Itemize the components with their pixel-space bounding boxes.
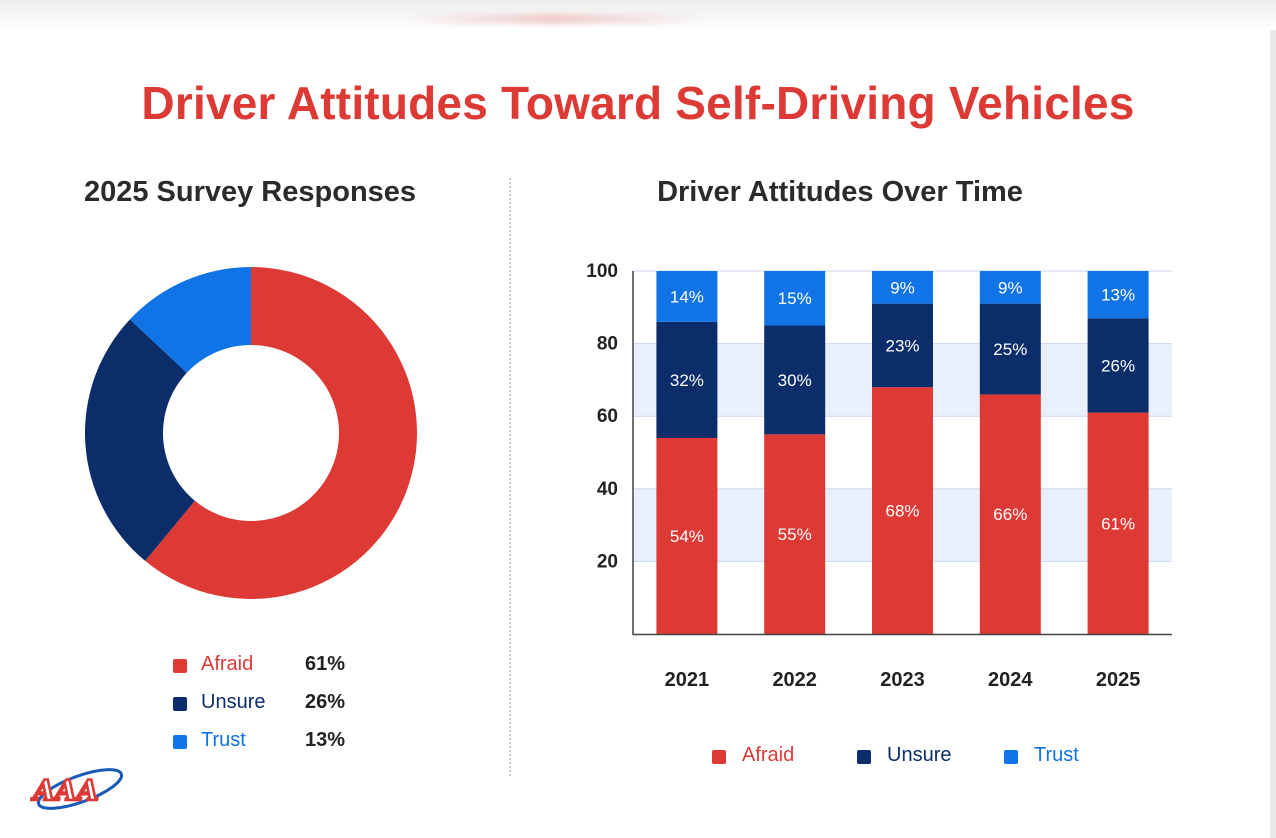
top-smudge (405, 14, 705, 24)
bar-segment-afraid-2022 (764, 434, 826, 634)
donut-slice-trust (129, 267, 251, 373)
stacked-bar-chart: 20 40 60 80 100 54% 32% 14% 2021 55% 30% 15% 2022 68%… (586, 261, 1172, 691)
bar-segment-unsure-2024 (979, 303, 1041, 395)
bar-value-label: 9% (998, 278, 1023, 297)
bar-legend-swatch-unsure (857, 750, 871, 764)
bar-legend-swatch-afraid (712, 750, 726, 764)
bar-segment-trust-2021 (656, 271, 718, 322)
x-tick-label: 2023 (880, 669, 925, 691)
y-tick-label: 100 (586, 261, 618, 282)
x-tick-label: 2022 (772, 669, 817, 691)
page-title: Driver Attitudes Toward Self-Driving Veh… (141, 77, 1135, 129)
legend-label-unsure: Unsure (201, 691, 266, 713)
bar-segment-unsure-2021 (656, 321, 718, 438)
bar-segment-afraid-2025 (1087, 412, 1149, 634)
top-fade (0, 0, 1276, 30)
aaa-logo: AAA (30, 768, 124, 810)
x-tick-label: 2025 (1096, 669, 1141, 691)
bar-value-label: 68% (885, 502, 919, 521)
legend-value-trust: 13% (305, 729, 346, 751)
legend-swatch-trust (173, 735, 187, 749)
legend-swatch-unsure (173, 697, 187, 711)
bar-segment-unsure-2022 (764, 325, 826, 435)
bar-segment-unsure-2023 (872, 303, 933, 388)
legend-value-unsure: 26% (305, 691, 346, 713)
bar-segment-unsure-2025 (1087, 318, 1149, 413)
bar-value-label: 14% (670, 287, 704, 306)
bar-value-label: 9% (890, 278, 915, 297)
y-tick-label: 20 (597, 551, 618, 572)
bar-segment-afraid-2021 (656, 437, 718, 634)
x-tick-label: 2021 (665, 669, 710, 691)
bar-segment-afraid-2024 (979, 394, 1041, 634)
bar-value-label: 54% (670, 527, 704, 546)
bar-value-label: 30% (778, 371, 812, 390)
bar-value-label: 26% (1101, 356, 1135, 375)
legend-label-afraid: Afraid (201, 653, 254, 675)
legend-value-afraid: 61% (305, 653, 346, 675)
bar-legend: Afraid Unsure Trust (700, 742, 1120, 772)
x-tick-label: 2024 (988, 669, 1033, 691)
bar-segment-trust-2025 (1087, 271, 1149, 319)
bar-segment-afraid-2023 (872, 387, 933, 634)
bar-legend-swatch-trust (1004, 750, 1018, 764)
bar-value-label: 32% (670, 371, 704, 390)
bar-chart-title: Driver Attitudes Over Time (657, 176, 1023, 208)
y-tick-label: 80 (597, 334, 618, 355)
bar-value-label: 15% (778, 289, 812, 308)
right-edge (1270, 30, 1276, 838)
legend-label-trust: Trust (201, 729, 246, 751)
bar-segment-trust-2022 (764, 271, 826, 326)
y-tick-label: 60 (597, 406, 618, 427)
donut-slice-afraid (145, 267, 417, 599)
bar-legend-label-afraid: Afraid (742, 744, 795, 766)
bar-legend-label-unsure: Unsure (887, 744, 952, 766)
donut-slice-unsure (84, 319, 195, 561)
y-tick-label: 40 (597, 479, 618, 500)
bar-value-label: 61% (1101, 514, 1135, 533)
donut-chart (84, 267, 417, 599)
legend-swatch-afraid (173, 659, 187, 673)
donut-title: 2025 Survey Responses (83, 176, 417, 208)
bar-value-label: 23% (885, 336, 919, 355)
bar-value-label: 66% (993, 505, 1027, 524)
logo-text: AAA (30, 774, 98, 807)
bar-value-label: 13% (1101, 286, 1135, 305)
bar-segment-trust-2023 (872, 271, 933, 304)
bar-segment-trust-2024 (979, 271, 1041, 304)
bar-value-label: 55% (778, 525, 812, 544)
bar-legend-label-trust: Trust (1034, 744, 1079, 766)
bar-value-label: 25% (993, 340, 1027, 359)
panel-divider (509, 178, 511, 776)
